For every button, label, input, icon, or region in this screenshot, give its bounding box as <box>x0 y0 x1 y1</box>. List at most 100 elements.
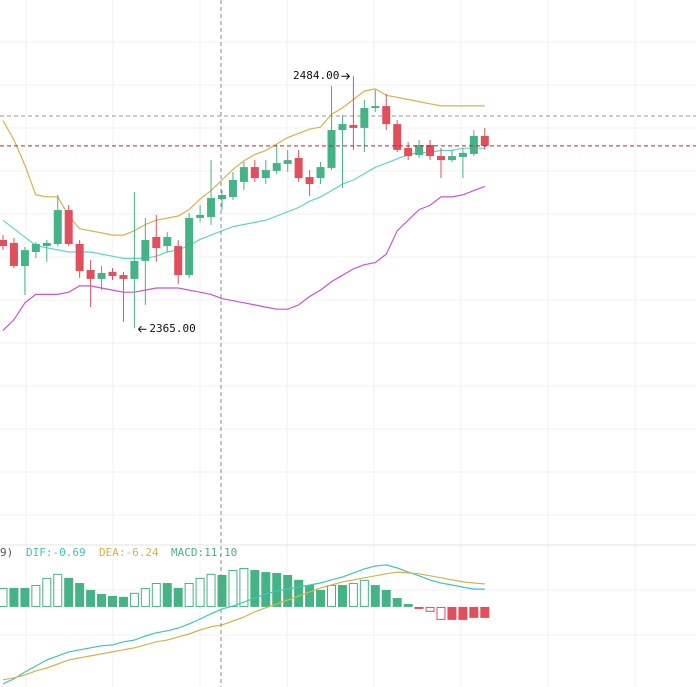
histogram-bar <box>327 585 336 607</box>
histogram-bar <box>414 606 424 609</box>
candle-body <box>185 217 194 276</box>
candle-body <box>0 239 7 247</box>
histogram-bar <box>140 587 150 607</box>
candle-body <box>447 156 456 161</box>
candle-body <box>294 157 303 179</box>
candle-body <box>458 152 467 157</box>
candle-body <box>305 177 314 185</box>
candle-body <box>261 170 270 179</box>
band-line <box>2 88 485 236</box>
histogram-bar <box>151 583 161 607</box>
candle-body <box>163 236 172 247</box>
candle-body <box>152 236 161 248</box>
candle-body <box>20 250 29 266</box>
candle-body <box>338 124 347 131</box>
candle-body <box>42 242 51 247</box>
histogram-bar <box>283 574 293 607</box>
candle-body <box>349 124 358 128</box>
candle-body <box>327 130 336 168</box>
histogram-bar <box>337 585 347 607</box>
candle-body <box>437 156 445 161</box>
histogram-bar <box>162 583 172 607</box>
candle-body <box>469 135 478 154</box>
histogram-bar <box>272 572 282 607</box>
histogram-bar <box>31 585 41 607</box>
candle-body <box>119 275 128 279</box>
histogram-bar <box>129 592 139 607</box>
high-arrow <box>341 72 351 80</box>
histogram-bar <box>228 570 238 607</box>
histogram-bar <box>86 589 96 607</box>
candle-body <box>228 180 237 197</box>
candle-body <box>272 163 281 171</box>
candle-body <box>9 242 18 266</box>
histogram-bar <box>305 585 315 607</box>
histogram-bar <box>261 572 271 607</box>
candle-body <box>316 167 325 179</box>
candle-body <box>283 160 292 164</box>
high-label: 2484.00 <box>293 69 339 82</box>
histogram-bar <box>403 604 413 607</box>
candle-body <box>426 145 435 157</box>
histogram-bar <box>447 606 457 620</box>
histogram-bar <box>348 583 358 607</box>
candle-body <box>174 246 183 276</box>
candle-body <box>480 135 489 146</box>
candle-body <box>86 270 95 279</box>
candle-body <box>108 271 117 276</box>
low-label: 2365.00 <box>149 322 195 335</box>
marks: 2484.00 2365.00 <box>0 69 696 685</box>
histogram-bar <box>173 587 183 607</box>
candle-body <box>239 167 248 182</box>
candle-body <box>207 198 216 218</box>
histogram-bar <box>458 606 468 620</box>
candle-body <box>31 243 40 252</box>
histogram-bar <box>195 577 205 607</box>
histogram-bar <box>425 606 435 612</box>
histogram-bar <box>9 587 19 607</box>
legend-macd: MACD:11.10 <box>171 546 237 559</box>
histogram-bar <box>108 595 117 607</box>
legend-dif: DIF:-0.69 <box>26 546 86 559</box>
indicator-line <box>2 564 485 685</box>
candle-body <box>130 260 139 279</box>
candle-body <box>64 210 73 244</box>
histogram-bar <box>42 577 52 607</box>
histogram-bar <box>75 583 85 607</box>
histogram-bar <box>239 568 249 607</box>
histogram-bar <box>97 593 107 607</box>
candle-body <box>360 108 369 128</box>
candle-body <box>53 210 62 244</box>
candle-body <box>415 145 424 156</box>
candle-body <box>218 195 226 200</box>
histogram-bar <box>469 606 479 618</box>
candle-body <box>141 239 150 261</box>
candle-body <box>404 148 413 157</box>
histogram-bar <box>20 587 30 607</box>
candle-body <box>97 272 106 279</box>
candle-body <box>393 124 402 150</box>
band-line <box>2 185 486 331</box>
histogram-bar <box>217 574 227 607</box>
histogram-bar <box>184 583 194 607</box>
histogram-bar <box>206 573 216 607</box>
histogram-bar <box>316 589 326 607</box>
histogram-bar <box>436 606 446 620</box>
histogram-bar <box>53 573 63 607</box>
candle-body <box>75 243 84 272</box>
histogram-bar <box>118 596 128 607</box>
indicator-label: 9) <box>0 546 13 559</box>
candle-body <box>196 214 205 218</box>
histogram-bar <box>370 585 380 607</box>
candle-body <box>250 167 259 179</box>
candle-body <box>382 106 391 125</box>
histogram-bar <box>359 579 369 607</box>
legend-dea: DEA:-6.24 <box>99 546 159 559</box>
histogram-bar <box>64 577 74 607</box>
histogram-bar <box>480 606 490 618</box>
low-arrow <box>138 325 147 333</box>
histogram-bar <box>294 579 304 607</box>
